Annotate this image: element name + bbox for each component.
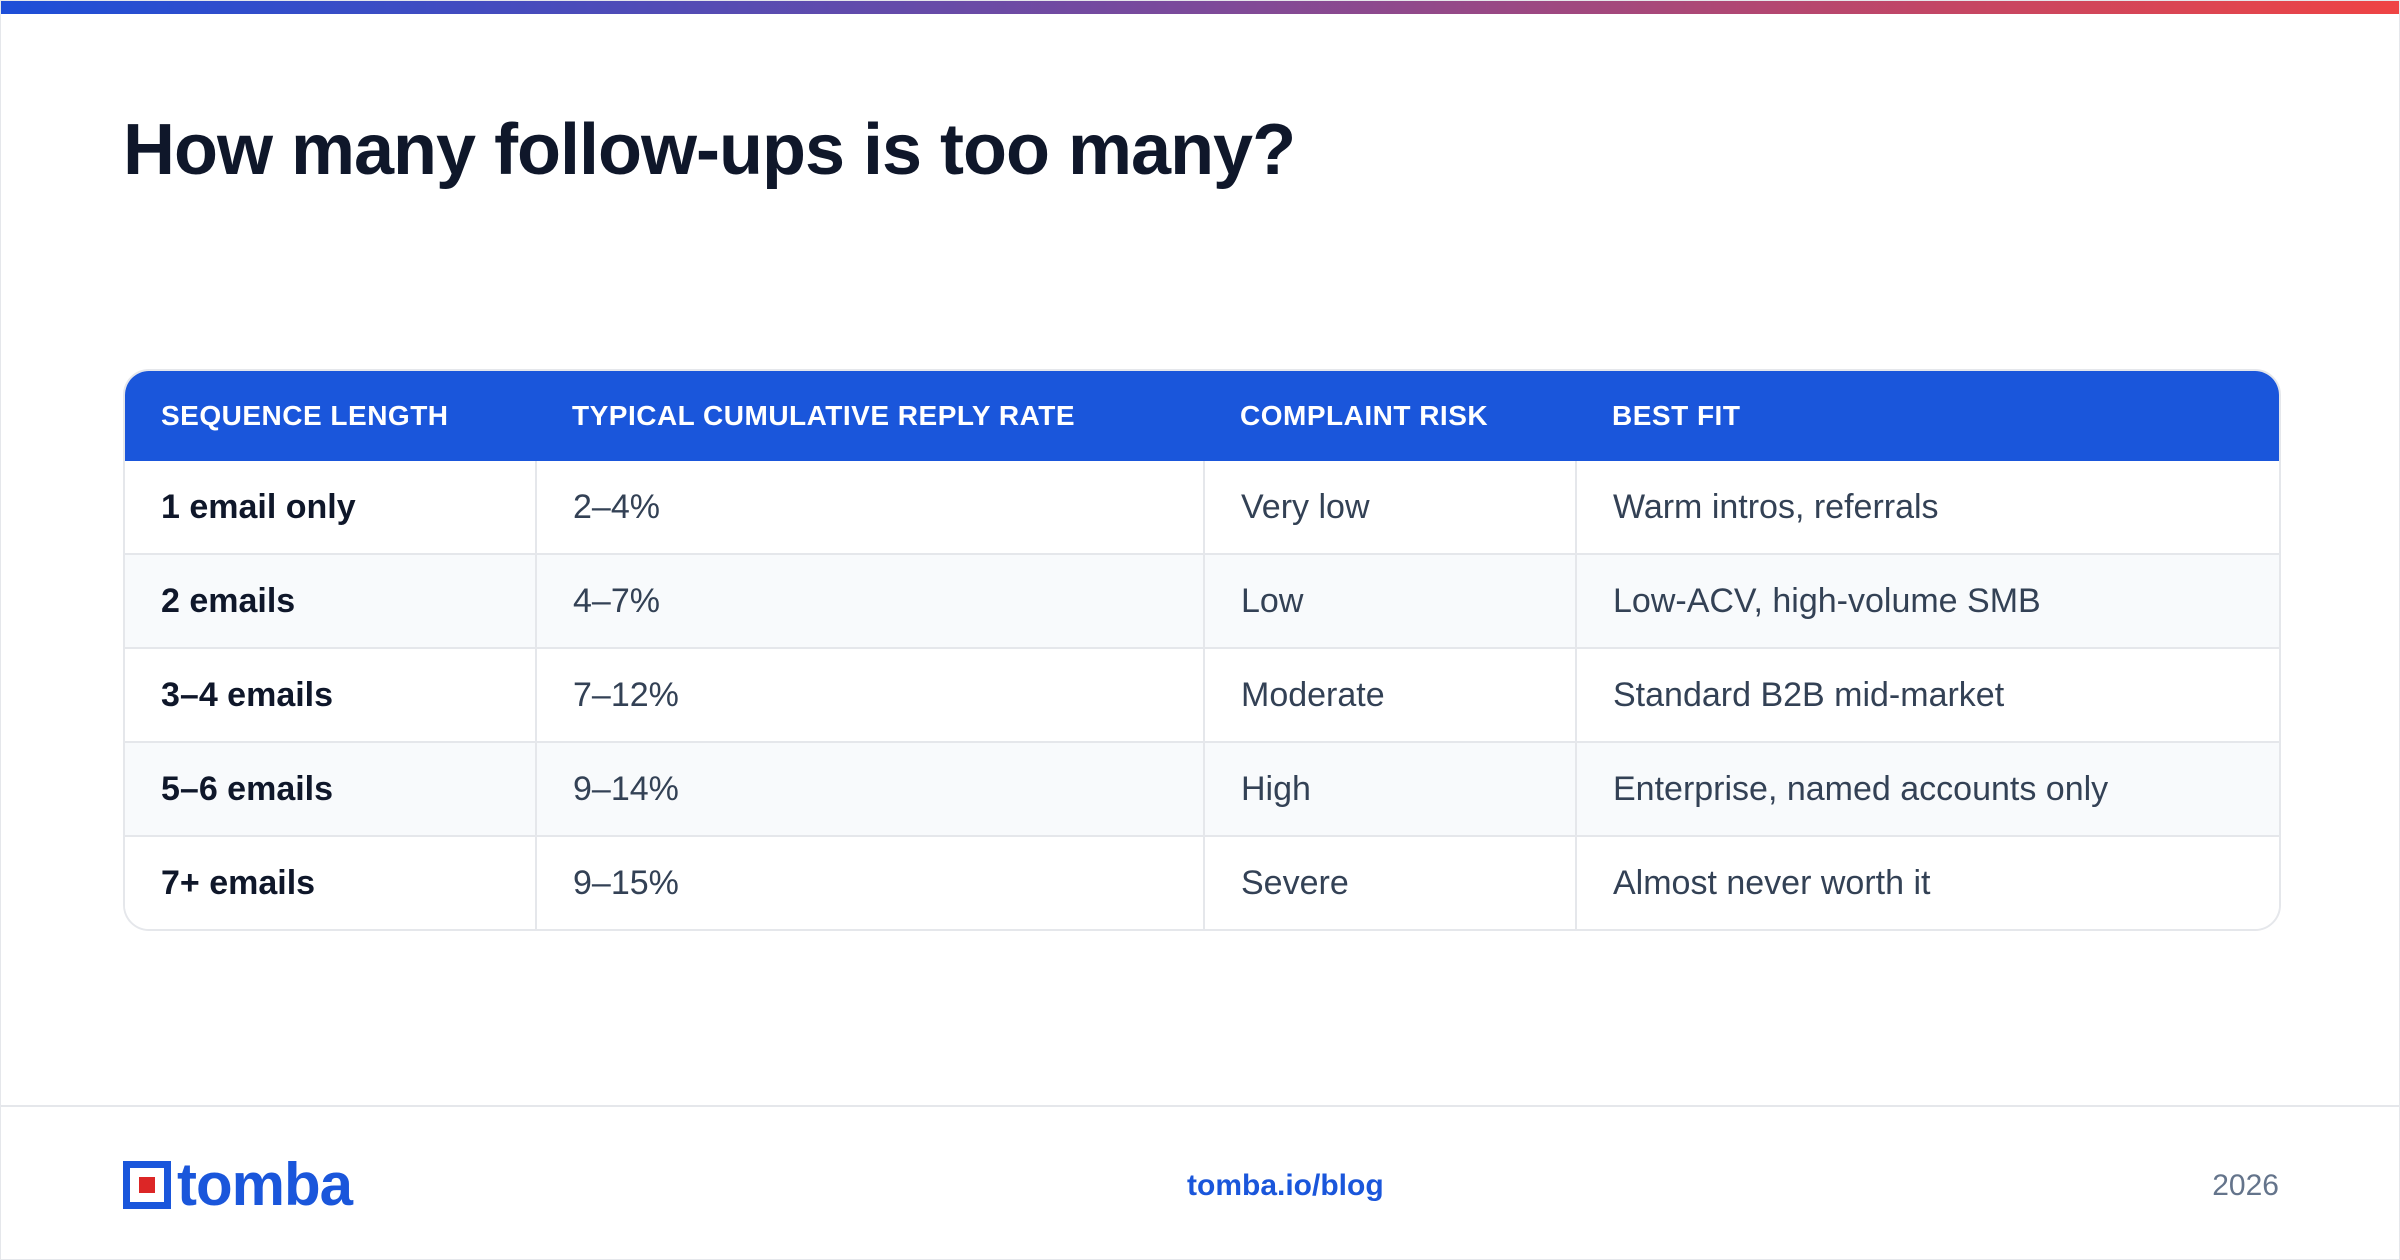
- page-title: How many follow-ups is too many?: [123, 110, 1296, 190]
- cell-best-fit: Low-ACV, high-volume SMB: [1575, 553, 2279, 648]
- cell-reply-rate: 2–4%: [535, 461, 1204, 554]
- cell-reply-rate: 4–7%: [535, 553, 1204, 648]
- cell-sequence-length: 3–4 emails: [125, 647, 536, 742]
- table-header-row: SEQUENCE LENGTH TYPICAL CUMULATIVE REPLY…: [125, 371, 2279, 461]
- cell-best-fit: Almost never worth it: [1575, 835, 2279, 929]
- footer-year: 2026: [2212, 1169, 2279, 1202]
- cell-complaint-risk: Low: [1203, 553, 1576, 648]
- cell-reply-rate: 9–15%: [535, 835, 1204, 929]
- cell-complaint-risk: Very low: [1203, 461, 1576, 554]
- table-row: 3–4 emails 7–12% Moderate Standard B2B m…: [125, 647, 2279, 742]
- comparison-table: SEQUENCE LENGTH TYPICAL CUMULATIVE REPLY…: [123, 369, 2281, 931]
- cell-best-fit: Standard B2B mid-market: [1575, 647, 2279, 742]
- table-row: 5–6 emails 9–14% High Enterprise, named …: [125, 741, 2279, 836]
- table-row: 7+ emails 9–15% Severe Almost never wort…: [125, 835, 2279, 929]
- cell-best-fit: Warm intros, referrals: [1575, 461, 2279, 554]
- cell-complaint-risk: Moderate: [1203, 647, 1576, 742]
- top-gradient-bar: [1, 1, 2399, 14]
- cell-sequence-length: 7+ emails: [125, 835, 536, 929]
- cell-reply-rate: 9–14%: [535, 741, 1204, 836]
- tomba-logo[interactable]: tomba: [123, 1151, 353, 1218]
- cell-sequence-length: 2 emails: [125, 553, 536, 648]
- logo-text: tomba: [177, 1151, 353, 1218]
- table-row: 2 emails 4–7% Low Low-ACV, high-volume S…: [125, 553, 2279, 648]
- blog-link[interactable]: tomba.io/blog: [1187, 1169, 1384, 1202]
- cell-complaint-risk: High: [1203, 741, 1576, 836]
- header-complaint-risk: COMPLAINT RISK: [1204, 371, 1576, 461]
- cell-reply-rate: 7–12%: [535, 647, 1204, 742]
- header-reply-rate: TYPICAL CUMULATIVE REPLY RATE: [536, 371, 1204, 461]
- table-row: 1 email only 2–4% Very low Warm intros, …: [125, 461, 2279, 554]
- footer: tomba tomba.io/blog 2026: [1, 1105, 2399, 1259]
- cell-complaint-risk: Severe: [1203, 835, 1576, 929]
- cell-sequence-length: 1 email only: [125, 461, 536, 554]
- cell-best-fit: Enterprise, named accounts only: [1575, 741, 2279, 836]
- cell-sequence-length: 5–6 emails: [125, 741, 536, 836]
- header-sequence-length: SEQUENCE LENGTH: [125, 371, 536, 461]
- tomba-logo-icon: [123, 1161, 171, 1209]
- header-best-fit: BEST FIT: [1576, 371, 2279, 461]
